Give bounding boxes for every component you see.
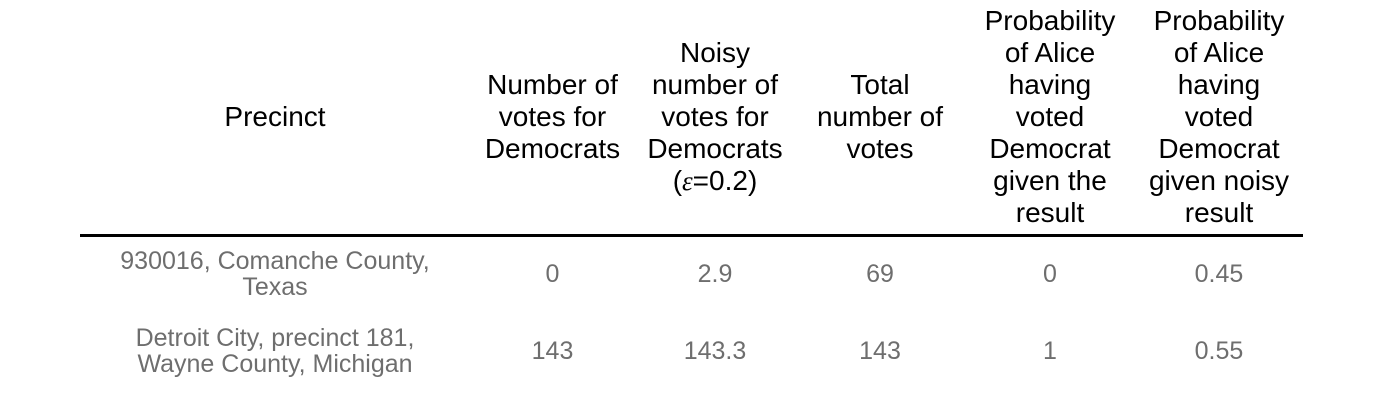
column-header-total-votes: Total number of votes <box>795 0 965 237</box>
cell-precinct: Detroit City, precinct 181, Wayne County… <box>135 323 415 378</box>
cell-noisy-votes-democrats: 143.3 <box>683 336 747 365</box>
table-row-detroit-city: Detroit City, precinct 181, Wayne County… <box>80 312 1303 390</box>
table-body: 930016, Comanche County, Texas 0 2.9 69 … <box>80 236 1303 390</box>
cell-prob-given-result: 0 <box>1043 260 1057 289</box>
vote-privacy-table: Precinct Number of votes for Democrats N… <box>80 0 1303 390</box>
cell-precinct: 930016, Comanche County, Texas <box>120 247 430 302</box>
column-header-votes-democrats: Number of votes for Democrats <box>470 0 635 237</box>
cell-total-votes: 143 <box>859 336 901 365</box>
column-header-votes-democrats-label: Number of votes for Democrats <box>484 69 621 164</box>
column-header-noisy-votes-democrats: Noisy number of votes for Democrats (ε=0… <box>635 0 795 237</box>
column-header-prob-given-result: Probability of Alice having voted Democr… <box>965 0 1135 237</box>
cell-prob-given-result: 1 <box>1043 336 1057 365</box>
table-header: Precinct Number of votes for Democrats N… <box>80 0 1303 237</box>
header-row: Precinct Number of votes for Democrats N… <box>80 0 1303 237</box>
cell-total-votes: 69 <box>866 260 894 289</box>
epsilon-parameter: (ε=0.2) <box>635 165 795 197</box>
table-row-comanche-county: 930016, Comanche County, Texas 0 2.9 69 … <box>80 236 1303 312</box>
column-header-prob-given-noisy-result-label: Probability of Alice having voted Democr… <box>1148 5 1290 228</box>
column-header-total-votes-label: Total number of votes <box>816 69 944 164</box>
cell-prob-given-noisy-result: 0.45 <box>1194 260 1244 289</box>
column-header-prob-given-noisy-result: Probability of Alice having voted Democr… <box>1135 0 1303 237</box>
epsilon-symbol: ε <box>682 166 693 196</box>
cell-prob-given-noisy-result: 0.55 <box>1194 336 1244 365</box>
epsilon-paren-open: ( <box>672 165 683 196</box>
cell-noisy-votes-democrats: 2.9 <box>697 260 733 289</box>
column-header-prob-given-result-label: Probability of Alice having voted Democr… <box>984 5 1116 228</box>
column-header-noisy-votes-democrats-label: Noisy number of votes for Democrats <box>647 37 783 164</box>
cell-votes-democrats: 0 <box>545 260 560 289</box>
epsilon-value: =0.2) <box>692 165 758 196</box>
column-header-precinct-label: Precinct <box>224 101 326 132</box>
column-header-precinct: Precinct <box>80 0 470 237</box>
cell-votes-democrats: 143 <box>531 336 574 365</box>
